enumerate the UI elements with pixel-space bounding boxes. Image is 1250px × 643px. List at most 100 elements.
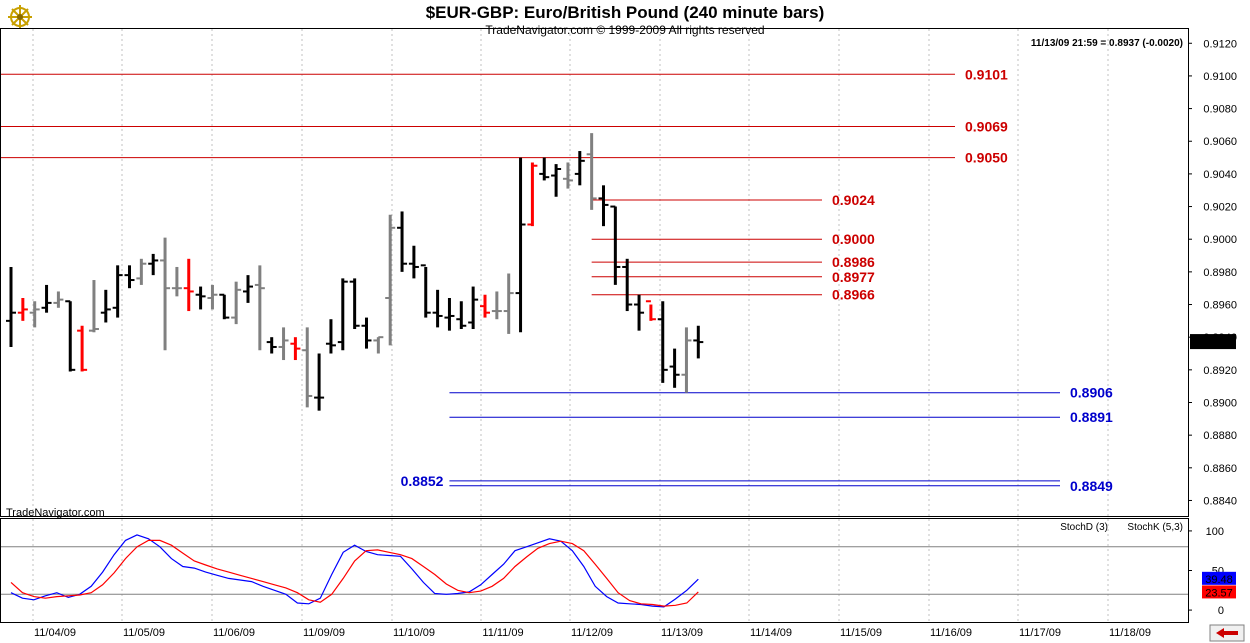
stoch-k-box (1202, 571, 1236, 585)
x-tick-label: 11/15/09 (840, 627, 882, 639)
ohlc-bar (574, 151, 585, 186)
ohlc-bar (456, 301, 467, 330)
ohlc-bar (88, 280, 99, 333)
stoch-gridlines (1, 519, 1188, 622)
x-tick-label: 11/04/09 (34, 627, 76, 639)
price-levels: 0.91010.90690.90500.90240.90000.89860.89… (1, 66, 1113, 494)
price-tick-label: 0.8860 (1203, 463, 1237, 475)
ohlc-bar (243, 275, 253, 303)
ohlc-bar (77, 325, 88, 372)
ohlc-bar (634, 294, 645, 331)
x-tick-label: 11/09/09 (303, 627, 345, 639)
ohlc-bar (693, 325, 704, 359)
ohlc-bar (562, 162, 573, 189)
price-tick-label: 0.9060 (1203, 136, 1237, 148)
price-tick-label: 0.8960 (1203, 300, 1237, 312)
ohlc-bar (444, 297, 455, 331)
level-label: 0.9069 (965, 119, 1008, 135)
watermark: TradeNavigator.com (6, 507, 105, 519)
stoch-legend-entry: StochK (5,3) (1127, 522, 1183, 533)
ohlc-bar (112, 265, 123, 318)
ohlc-bar (207, 284, 218, 310)
level-label: 0.8906 (1070, 385, 1113, 401)
ohlc-bar (219, 293, 230, 320)
ohlc-bar (551, 164, 562, 197)
x-tick-label: 11/17/09 (1019, 627, 1061, 639)
ohlc-bar (669, 348, 680, 388)
ohlc-bar (325, 319, 336, 354)
ohlc-bar (527, 162, 538, 227)
ohlc-bar (148, 253, 159, 276)
ohlc-bar (397, 211, 408, 272)
last-price-box (1190, 334, 1236, 350)
level-label: 0.9000 (832, 231, 875, 247)
level-label: 0.9024 (832, 192, 875, 208)
ohlc-bar (385, 214, 396, 346)
ohlc-bar (171, 266, 182, 297)
price-tick-label: 0.9120 (1203, 38, 1237, 50)
x-tick-label: 11/13/09 (661, 627, 703, 639)
price-gridlines (32, 29, 1109, 516)
stoch-lines (10, 534, 699, 608)
ohlc-bar (515, 157, 526, 333)
price-panel-frame (0, 28, 1189, 517)
ohlc-bar (160, 237, 171, 351)
ohlc-bar (610, 205, 621, 285)
chart-subtitle: TradeNavigator.com © 1999-2009 All right… (485, 23, 764, 37)
x-tick-label: 11/06/09 (213, 627, 255, 639)
ohlc-bar (657, 301, 668, 383)
price-tick-label: 0.9100 (1203, 71, 1237, 83)
ohlc-bar (17, 297, 28, 321)
x-tick-label: 11/10/09 (393, 627, 435, 639)
ohlc-bar (598, 185, 609, 227)
ohlc-bar (278, 327, 289, 361)
ohlc-bar (408, 245, 419, 279)
stoch-tick-label: 0 (1218, 605, 1224, 617)
ohlc-bar (314, 353, 325, 411)
ohlc-bar (266, 337, 277, 354)
ohlc-bar (100, 289, 111, 323)
ohlc-bar (622, 258, 633, 312)
price-axis: 0.9120 0.9100 0.9080 0.9060 0.9040 0.9020 0.90… (1188, 38, 1237, 507)
x-tick-label: 11/18/09 (1109, 627, 1151, 639)
level-label: 0.9050 (965, 150, 1008, 166)
ohlc-bar (432, 289, 443, 328)
x-tick-label: 11/16/09 (930, 627, 972, 639)
quote-readout: 11/13/09 21:59 = 0.8937 (-0.0020) (1031, 38, 1183, 49)
ohlc-bar (468, 286, 479, 330)
ohlc-bar (681, 327, 692, 393)
ohlc-bar (195, 286, 206, 310)
price-tick-label: 0.8880 (1203, 430, 1237, 442)
price-tick-label: 0.8980 (1203, 267, 1237, 279)
ohlc-bar (373, 336, 384, 354)
stoch-tick-label: 100 (1206, 526, 1224, 538)
ohlc-bar (480, 294, 490, 318)
price-tick-label: 0.8900 (1203, 397, 1237, 409)
price-tick-label: 0.9000 (1203, 234, 1237, 246)
x-tick-label: 11/12/09 (571, 627, 613, 639)
ohlc-bar (349, 278, 360, 330)
price-tick-label: 0.9080 (1203, 104, 1237, 116)
ohlc-bar (539, 157, 550, 181)
stoch-k-value: 39.48 (1205, 574, 1233, 586)
stoch-legend: StochD (3) StochK (5,3) (1060, 522, 1183, 533)
price-tick-label: 0.9040 (1203, 169, 1237, 181)
ohlc-bar (361, 317, 372, 349)
x-tick-label: 11/05/09 (123, 627, 165, 639)
stoch-series-line (10, 534, 699, 608)
stoch-legend-entry: StochD (3) (1060, 522, 1108, 533)
level-label: 0.8891 (1070, 409, 1113, 425)
ohlc-bar (124, 265, 135, 289)
ohlc-bar (290, 337, 301, 361)
scroll-left-arrow-icon[interactable] (1209, 624, 1245, 642)
ohlc-bar (491, 291, 502, 320)
ohlc-bar (420, 264, 431, 318)
stoch-d-value: 23.57 (1205, 587, 1233, 599)
ohlc-bar (65, 300, 76, 372)
price-bars (6, 133, 704, 411)
x-tick-label: 11/14/09 (750, 627, 792, 639)
ohlc-bar (29, 301, 40, 328)
ohlc-bar (586, 133, 597, 210)
